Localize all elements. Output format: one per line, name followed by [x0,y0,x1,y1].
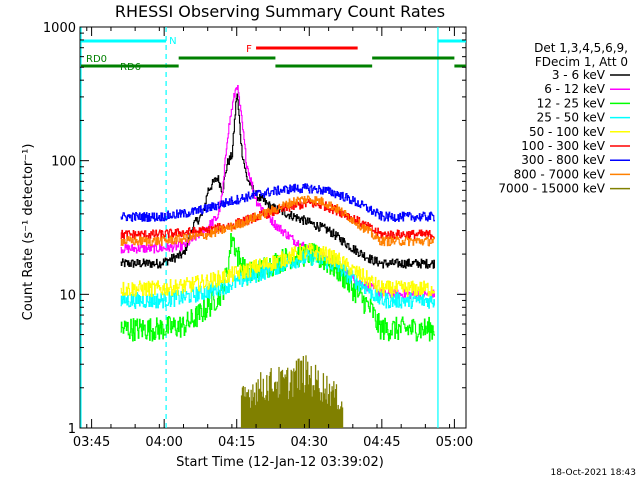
series-50-100kev [120,243,435,298]
x-tick-label: 04:15 [218,435,255,450]
legend-label: 25 - 50 keV [537,111,606,125]
series-800-7000kev [120,195,435,247]
y-tick-label: 1000 [43,21,76,36]
legend-label: 12 - 25 keV [537,96,606,110]
chart-title: RHESSI Observing Summary Count Rates [115,2,445,21]
x-tick-label: 04:00 [145,435,182,450]
series-100-300kev [120,198,435,240]
series-6-12kev [120,84,435,300]
x-tick-label: 04:30 [291,435,328,450]
legend-label: 300 - 800 keV [521,153,605,167]
legend-header-1: Det 1,3,4,5,6,9, [534,41,628,55]
flag-label-rd0: RD0 [86,54,107,65]
y-tick-label: 100 [51,155,76,170]
x-tick-label: 04:45 [363,435,400,450]
x-tick-label: 05:00 [436,435,473,450]
legend-label: 800 - 7000 keV [514,167,606,181]
y-tick-label: 1 [68,422,76,437]
series-12-25kev [120,232,435,342]
legend-label: 3 - 6 keV [552,68,606,82]
series-300-800kev [120,183,435,223]
series-3-6kev [120,93,435,269]
x-axis-label: Start Time (12-Jan-12 03:39:02) [176,455,384,470]
legend-header-2: FDecim 1, Att 0 [535,55,628,69]
legend-label: 6 - 12 keV [544,82,606,96]
y-axis-label: Count Rate (s⁻¹ detector⁻¹) [21,144,36,321]
x-tick-label: 03:45 [73,435,110,450]
plot-axes [79,26,467,429]
plot-marks [80,27,466,428]
axis-ticks: 1 10 100 1000 03:45 04:00 04:15 04:30 04:45 05:00… [43,21,473,450]
y-tick-label: 10 [59,288,76,303]
plot-frame [79,26,467,429]
footer-date: 18-Oct-2021 18:43 [551,468,636,478]
flag-label-n: N [169,36,176,47]
legend-label: 100 - 300 keV [521,139,605,153]
legend-label: 7000 - 15000 keV [498,182,605,196]
flag-label-rd6: RD6 [120,62,141,73]
legend-label: 50 - 100 keV [529,125,606,139]
flag-label-f: F [246,44,252,55]
